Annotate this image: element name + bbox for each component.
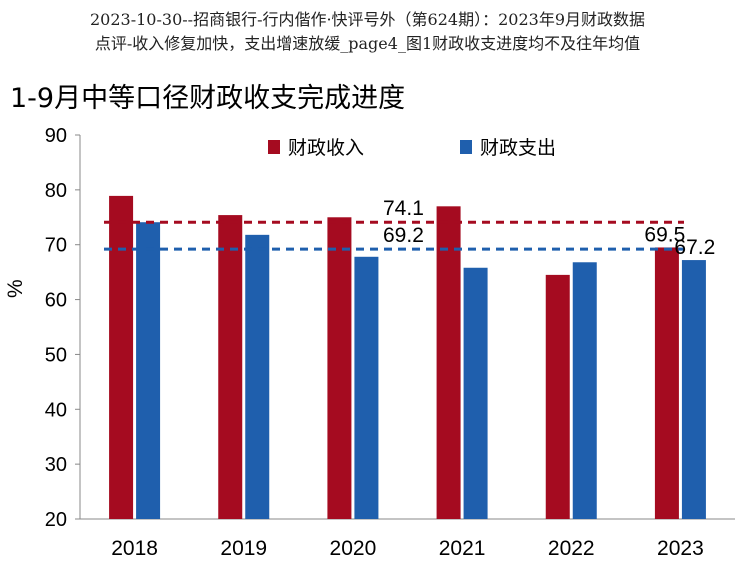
bar-revenue-2020 [327,217,352,520]
bar-revenue-2018 [109,195,134,520]
chart-title: 1-9月中等口径财政收支完成进度 [10,83,406,114]
average-expenditure-label: 69.2 [383,224,424,247]
bar-revenue-2023 [654,247,679,519]
legend-swatch-revenue [268,140,280,154]
bar-expenditure-2019 [245,234,270,519]
bar-expenditure-2022 [572,262,597,519]
y-tick-label: 60 [45,290,67,312]
y-tick-label: 90 [45,125,67,147]
x-tick-label: 2021 [439,537,486,560]
x-tick-label: 2023 [657,537,704,560]
document-title: 2023-10-30--招商银行-行内偕作·快评号外（第624期）：2023年9… [0,8,735,56]
legend-swatch-expenditure [460,140,472,154]
bar-revenue-2022 [545,274,570,519]
data-label-expenditure-2023: 67.2 [674,236,715,259]
data-label-revenue-2023: 69.5 [644,223,685,246]
bar-revenue-2019 [218,215,243,519]
bar-expenditure-2023 [681,260,706,519]
document-title-line-1: 2023-10-30--招商银行-行内偕作·快评号外（第624期）：2023年9… [90,10,645,29]
average-revenue-label: 74.1 [383,197,424,220]
y-tick-label: 70 [45,235,67,257]
legend-label-revenue: 财政收入 [288,137,364,159]
legend-label-expenditure: 财政支出 [480,137,556,159]
y-tick-label: 40 [45,399,67,421]
y-axis-label: % [4,279,27,298]
bar-expenditure-2020 [354,256,379,519]
bar-revenue-2021 [436,206,461,520]
y-tick-label: 20 [45,509,67,531]
y-tick-label: 80 [45,180,67,202]
bar-expenditure-2021 [463,267,488,519]
x-tick-label: 2022 [548,537,595,560]
y-tick-label: 30 [45,454,67,476]
x-tick-label: 2019 [220,537,267,560]
document-title-line-2: 点评-收入修复加快，支出增速放缓_page4_图1财政收支进度均不及往年均值 [94,34,641,53]
bar-expenditure-2018 [136,222,161,520]
y-tick-label: 50 [45,344,67,366]
x-tick-label: 2018 [111,537,158,560]
x-tick-label: 2020 [330,537,377,560]
